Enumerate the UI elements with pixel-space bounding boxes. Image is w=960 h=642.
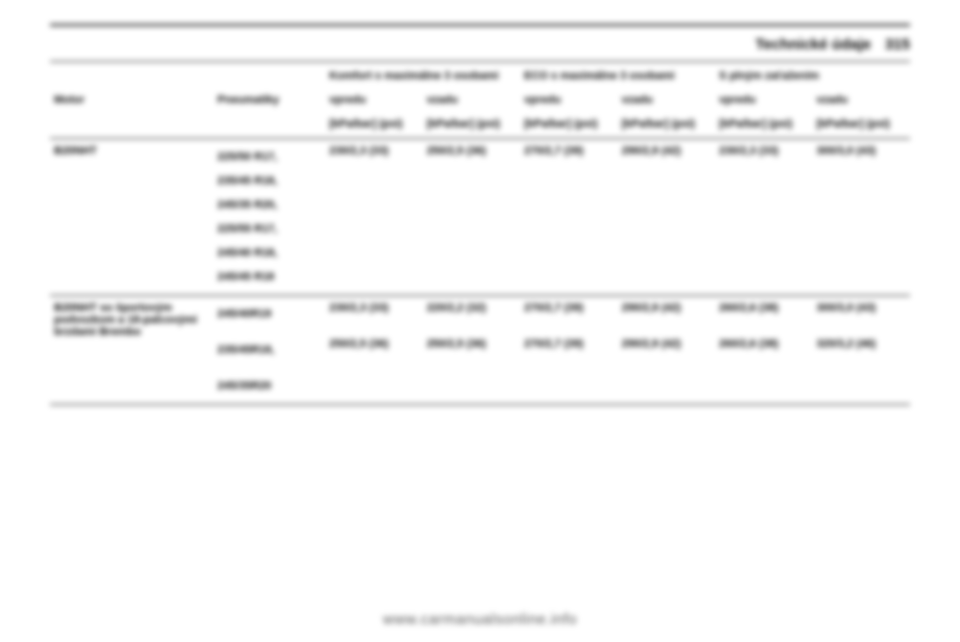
value-cell: 230/2,3 (33) xyxy=(715,139,812,296)
col-eco-rear: vzadu xyxy=(618,88,715,112)
top-rule xyxy=(50,24,910,26)
tyre-size: 245/45 R18 xyxy=(217,265,321,289)
value-cell: 230/2,3 (33) xyxy=(325,296,422,333)
value-cell xyxy=(520,368,617,405)
value-cell: 270/2,7 (39) xyxy=(520,332,617,368)
col-full-front: vpredu xyxy=(715,88,812,112)
unit-cell: [kPa/bar] (psi) xyxy=(423,112,520,139)
tyre-size: 245/40R19 xyxy=(217,302,321,326)
table-row: B20NHT 225/50 R17, 235/45 R18, 245/35 R2… xyxy=(50,139,910,296)
value-cell: 290/2,9 (42) xyxy=(618,139,715,296)
col-group-comfort: Komfort s maximálne 3 osobami xyxy=(325,62,520,89)
page-content: Technické údaje 315 Komfort s maximálne … xyxy=(0,0,960,405)
col-group-full: S plným zaťažením xyxy=(715,62,910,89)
value-cell: 300/3,0 (43) xyxy=(813,296,911,333)
col-full-rear: vzadu xyxy=(813,88,911,112)
value-cell xyxy=(813,368,911,405)
value-cell: 260/2,6 (38) xyxy=(715,296,812,333)
tyre-cell: 235/45R18, xyxy=(213,332,325,368)
col-comfort-front: vpredu xyxy=(325,88,422,112)
value-cell: 260/2,6 (38) xyxy=(715,332,812,368)
value-cell: 290/2,9 (42) xyxy=(618,332,715,368)
value-cell: 230/2,3 (33) xyxy=(325,139,422,296)
value-cell xyxy=(325,368,422,405)
table-body: B20NHT 225/50 R17, 235/45 R18, 245/35 R2… xyxy=(50,139,910,406)
unit-cell: [kPa/bar] (psi) xyxy=(618,112,715,139)
value-cell: 220/2,2 (32) xyxy=(423,296,520,333)
running-header: Technické údaje 315 xyxy=(50,32,910,61)
column-label-row: Motor Pneumatiky vpredu vzadu vpredu vza… xyxy=(50,88,910,112)
unit-cell: [kPa/bar] (psi) xyxy=(715,112,812,139)
value-cell xyxy=(715,368,812,405)
tyre-cell: 225/50 R17, 235/45 R18, 245/35 R20, 225/… xyxy=(213,139,325,296)
page-number: 315 xyxy=(885,36,910,53)
table-row: B20NHT so športovým podvozkom a 18-palco… xyxy=(50,296,910,333)
tyre-size: 225/50 R17, xyxy=(217,145,321,169)
value-cell: 270/2,7 (39) xyxy=(520,139,617,296)
table-end-rule xyxy=(50,405,910,406)
value-cell xyxy=(618,368,715,405)
value-cell: 290/2,9 (42) xyxy=(618,296,715,333)
col-group-eco: ECO s maximálne 3 osobami xyxy=(520,62,715,89)
tyre-size: 235/45R18, xyxy=(217,338,321,362)
group-header-row: Komfort s maximálne 3 osobami ECO s maxi… xyxy=(50,62,910,89)
value-cell: 270/2,7 (39) xyxy=(520,296,617,333)
unit-row: [kPa/bar] (psi) [kPa/bar] (psi) [kPa/bar… xyxy=(50,112,910,139)
col-comfort-rear: vzadu xyxy=(423,88,520,112)
tyre-size: 225/55 R17, xyxy=(217,217,321,241)
value-cell: 250/2,5 (36) xyxy=(423,139,520,296)
value-cell: 320/3,2 (46) xyxy=(813,332,911,368)
unit-cell: [kPa/bar] (psi) xyxy=(813,112,911,139)
tyre-pressure-table: Komfort s maximálne 3 osobami ECO s maxi… xyxy=(50,61,910,405)
col-tyres: Pneumatiky xyxy=(213,88,325,112)
tyre-size: 245/35R20 xyxy=(217,374,321,398)
col-motor: Motor xyxy=(50,88,213,112)
value-cell: 250/2,5 (36) xyxy=(423,332,520,368)
tyre-cell: 245/35R20 xyxy=(213,368,325,405)
tyre-size: 235/45 R18, xyxy=(217,169,321,193)
tyre-cell: 245/40R19 xyxy=(213,296,325,333)
unit-cell: [kPa/bar] (psi) xyxy=(325,112,422,139)
col-eco-front: vpredu xyxy=(520,88,617,112)
tyre-size: 245/35 R20, xyxy=(217,193,321,217)
unit-cell: [kPa/bar] (psi) xyxy=(520,112,617,139)
section-title: Technické údaje xyxy=(755,36,871,53)
motor-cell: B20NHT so športovým podvozkom a 18-palco… xyxy=(50,296,213,405)
value-cell: 300/3,0 (43) xyxy=(813,139,911,296)
footer-url: www.carmanualsonline.info xyxy=(0,611,960,628)
value-cell xyxy=(423,368,520,405)
tyre-size: 245/40 R18, xyxy=(217,241,321,265)
value-cell: 250/2,5 (36) xyxy=(325,332,422,368)
motor-cell: B20NHT xyxy=(50,139,213,296)
